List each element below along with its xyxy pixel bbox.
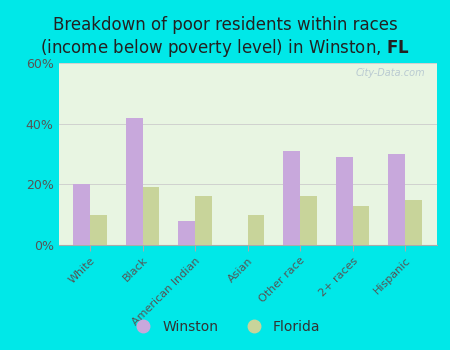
Bar xyxy=(336,157,352,245)
Bar xyxy=(73,184,90,245)
Bar xyxy=(126,118,143,245)
Bar xyxy=(248,215,264,245)
Bar xyxy=(405,199,422,245)
Bar xyxy=(388,154,405,245)
Text: Breakdown of poor residents within races
(income below poverty level) in Winston: Breakdown of poor residents within races… xyxy=(40,16,410,59)
Legend: Winston, Florida: Winston, Florida xyxy=(124,314,326,340)
Text: City-Data.com: City-Data.com xyxy=(356,69,425,78)
Bar xyxy=(283,151,300,245)
Bar xyxy=(195,196,212,245)
Bar xyxy=(352,205,369,245)
Bar xyxy=(143,187,159,245)
Bar xyxy=(178,221,195,245)
Bar xyxy=(90,215,107,245)
Bar xyxy=(300,196,317,245)
